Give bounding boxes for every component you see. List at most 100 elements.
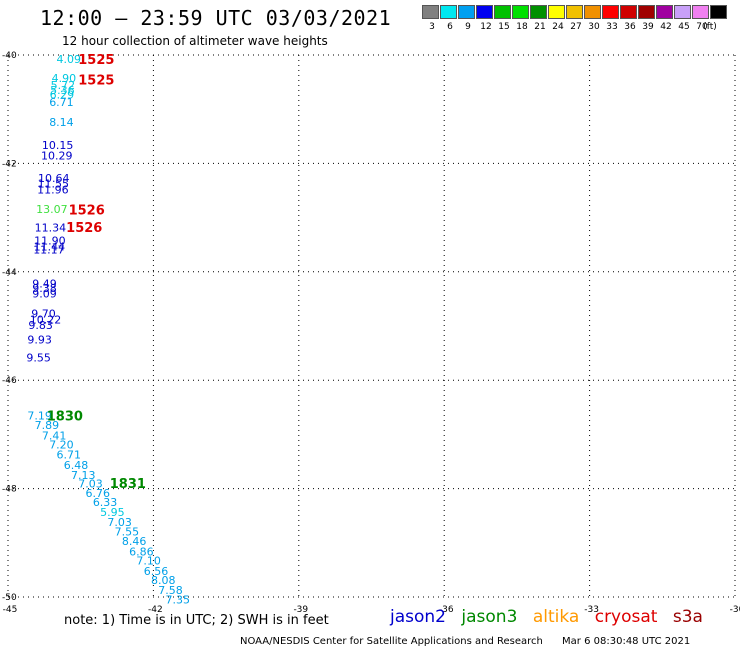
grid bbox=[7, 54, 736, 598]
time-label: 1525 bbox=[78, 53, 114, 68]
x-tick-label: -45 bbox=[3, 605, 18, 615]
swh-value-label: 7.20 bbox=[49, 439, 74, 452]
swh-value-label: 10.29 bbox=[41, 149, 73, 162]
swh-value-label: 11.90 bbox=[34, 234, 65, 247]
legend-jason3: jason3 bbox=[461, 607, 518, 627]
swh-value-label: 5.95 bbox=[100, 506, 125, 519]
satellite-legend: jason2 jason3 altika cryosat s3a bbox=[390, 607, 713, 627]
swh-value-label: 11.17 bbox=[33, 244, 65, 257]
scale-swatch bbox=[512, 5, 529, 19]
swh-value-label: 11.34 bbox=[35, 221, 66, 234]
swh-value-label: 10.15 bbox=[42, 139, 74, 152]
swh-value-label: 6.56 bbox=[144, 565, 169, 578]
swh-value-label: 4.09 bbox=[56, 53, 81, 66]
scale-swatch bbox=[602, 5, 619, 19]
swh-value-label: 6.48 bbox=[64, 459, 88, 472]
swh-value-label: 7.58 bbox=[158, 584, 183, 597]
scale-swatch bbox=[710, 5, 727, 19]
y-tick-label: -42 bbox=[2, 159, 17, 169]
swh-value-label: 6.86 bbox=[129, 545, 154, 558]
scale-label: 33 bbox=[606, 22, 618, 32]
swh-value-label: 6.33 bbox=[93, 496, 118, 509]
x-tick-label: -30 bbox=[730, 605, 740, 615]
y-tick-label: -40 bbox=[2, 51, 17, 61]
scale-unit: (ft) bbox=[703, 22, 717, 32]
scale-label: 36 bbox=[624, 22, 636, 32]
chart-title: 12:00 – 23:59 UTC 03/03/2021 bbox=[40, 6, 392, 30]
swh-value-label: 7.35 bbox=[166, 594, 191, 607]
swh-value-label: 7.10 bbox=[136, 555, 161, 568]
swh-value-label: 6.76 bbox=[86, 487, 111, 500]
swh-value-label: 7.89 bbox=[35, 419, 60, 432]
swh-value-label: 11.96 bbox=[37, 183, 69, 196]
scale-swatch bbox=[656, 5, 673, 19]
swh-value-label: 9.70 bbox=[31, 308, 56, 321]
scale-label: 15 bbox=[498, 22, 510, 32]
swh-value-label: 8.14 bbox=[49, 116, 74, 129]
swh-value-label: 5.36 bbox=[50, 84, 75, 97]
scale-label: 21 bbox=[534, 22, 546, 32]
scale-label: 45 bbox=[678, 22, 690, 32]
scale-swatch bbox=[530, 5, 547, 19]
scale-label: 39 bbox=[642, 22, 654, 32]
scale-swatch bbox=[422, 5, 439, 19]
scale-swatch bbox=[566, 5, 583, 19]
scale-label: 9 bbox=[465, 22, 471, 32]
scale-swatch bbox=[440, 5, 457, 19]
scale-swatch bbox=[674, 5, 691, 19]
scale-swatch bbox=[548, 5, 565, 19]
footer-timestamp: Mar 6 08:30:48 UTC 2021 bbox=[562, 636, 691, 647]
axis-ticks: -45 -42 -39 -36 -33 -30 -40 -42 -44 -46 -48 -50 bbox=[2, 51, 740, 615]
swh-value-label: 11.55 bbox=[38, 177, 70, 190]
swh-value-label: 9.55 bbox=[26, 351, 51, 364]
legend-jason2: jason2 bbox=[390, 607, 446, 627]
swh-value-label: 9.38 bbox=[32, 282, 57, 295]
swh-value-label: 7.55 bbox=[115, 525, 140, 538]
scale-swatch bbox=[584, 5, 601, 19]
swh-value-label: 10.64 bbox=[38, 172, 70, 185]
y-tick-label: -46 bbox=[2, 376, 17, 386]
scale-swatch bbox=[692, 5, 709, 19]
swh-value-label: 4.90 bbox=[52, 72, 76, 85]
swh-value-label: 13.07 bbox=[36, 203, 68, 216]
scale-label: 70 bbox=[696, 22, 708, 32]
scale-label: 24 bbox=[552, 22, 564, 32]
scale-label: 18 bbox=[516, 22, 528, 32]
note-text: note: 1) Time is in UTC; 2) SWH is in fe… bbox=[64, 613, 329, 628]
time-label: 1526 bbox=[66, 221, 102, 236]
y-tick-label: -44 bbox=[2, 268, 17, 278]
swh-value-label: 6.29 bbox=[50, 89, 75, 102]
time-label: 1830 bbox=[47, 409, 83, 424]
time-label: 1831 bbox=[110, 477, 146, 492]
swh-value-label: 9.83 bbox=[28, 319, 53, 332]
scale-swatch bbox=[620, 5, 637, 19]
time-label: 1525 bbox=[78, 73, 114, 88]
swh-value-label: 10.22 bbox=[30, 313, 61, 326]
swh-value-label: 8.08 bbox=[151, 574, 176, 587]
chart-subtitle: 12 hour collection of altimeter wave hei… bbox=[62, 34, 328, 48]
legend-s3a: s3a bbox=[672, 607, 703, 627]
scale-swatch bbox=[458, 5, 475, 19]
scale-label: 27 bbox=[570, 22, 582, 32]
swh-value-label: 7.19 bbox=[27, 409, 51, 422]
scale-label: 30 bbox=[588, 22, 600, 32]
swh-value-label: 9.93 bbox=[27, 334, 51, 347]
y-tick-label: -50 bbox=[2, 593, 17, 603]
swh-value-label: 9.49 bbox=[32, 278, 57, 291]
scale-label: 3 bbox=[429, 22, 435, 32]
swh-value-label: 6.71 bbox=[49, 96, 74, 109]
legend-cryosat: cryosat bbox=[594, 607, 658, 627]
swh-value-label: 8.46 bbox=[122, 535, 147, 548]
footer: NOAA/NESDIS Center for Satellite Applica… bbox=[240, 636, 706, 647]
scale-swatch bbox=[494, 5, 511, 19]
y-tick-label: -48 bbox=[2, 485, 17, 495]
x-tick-label: -42 bbox=[148, 605, 163, 615]
swh-value-label: 11.44 bbox=[34, 240, 66, 253]
swh-value-label: 9.09 bbox=[32, 287, 57, 300]
swh-value-label: 7.03 bbox=[107, 516, 131, 529]
x-tick-label: -33 bbox=[584, 605, 599, 615]
x-tick-label: -39 bbox=[293, 605, 308, 615]
swh-value-label: 7.13 bbox=[71, 469, 96, 482]
x-tick-label: -36 bbox=[439, 605, 454, 615]
